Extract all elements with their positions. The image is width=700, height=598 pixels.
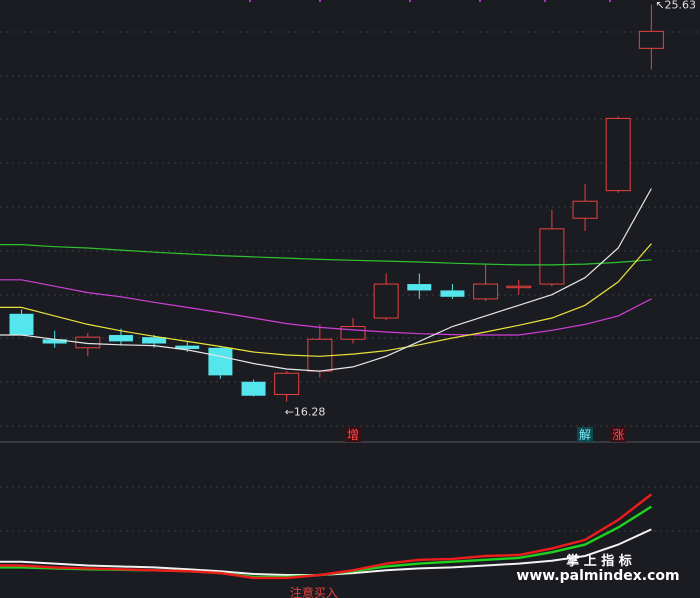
- candle: [473, 264, 499, 302]
- signal-marker-text: 解: [579, 428, 591, 442]
- grid-lines: [0, 0, 700, 532]
- candle: [572, 184, 598, 231]
- ma-yellow-line: [0, 243, 652, 357]
- candle: [75, 332, 101, 357]
- candle: [605, 116, 631, 193]
- signal-marker-bg: [345, 427, 361, 442]
- candle-body: [506, 285, 532, 289]
- candle: [42, 330, 67, 348]
- signal-marker-bg: [610, 427, 627, 442]
- candle: [241, 379, 266, 397]
- watermark-url: www.palmindex.com: [516, 568, 679, 584]
- candle-body: [572, 200, 598, 219]
- candle-body: [473, 283, 499, 300]
- price-labels: ↖25.63 ←16.28: [285, 0, 696, 419]
- signal-marker-text: 增: [347, 428, 359, 442]
- candle-body: [108, 335, 133, 342]
- ma-green-line: [0, 244, 652, 266]
- signal-marker-bg: [577, 427, 594, 442]
- candle: [638, 4, 664, 70]
- signal-marker: 涨: [610, 427, 627, 442]
- candle-body: [373, 283, 399, 319]
- signal-marker: 增: [345, 427, 361, 442]
- low-price-label: ←16.28: [285, 406, 326, 419]
- high-price-label: ↖25.63: [655, 0, 696, 12]
- candle-body: [142, 337, 167, 344]
- signal-marker: 解: [577, 427, 594, 442]
- candle-body: [440, 290, 465, 297]
- signal-marker-text: 涨: [612, 427, 624, 442]
- candle-body: [42, 339, 67, 344]
- watermark: 掌 上 指 标 www.palmindex.com: [516, 553, 679, 584]
- candle-body: [175, 345, 200, 350]
- candle-body: [638, 30, 664, 49]
- candle: [373, 273, 399, 321]
- signal-markers: 增解涨: [345, 427, 627, 442]
- candle-body: [241, 381, 266, 396]
- watermark-title: 掌 上 指 标: [566, 553, 632, 569]
- candle-body: [605, 117, 631, 192]
- candle-body: [274, 372, 300, 395]
- indicator-signal-label: 注意买入: [290, 585, 338, 598]
- candle: [407, 273, 432, 299]
- candle: [506, 279, 532, 295]
- candle-body: [340, 326, 366, 340]
- candles: [9, 4, 664, 402]
- indicator-red-line: [0, 493, 653, 580]
- candle-body: [539, 228, 565, 285]
- candle: [440, 284, 465, 299]
- candle-body: [9, 313, 34, 336]
- indicator-panel: 注意买入: [0, 493, 653, 598]
- candle-body: [407, 284, 432, 291]
- candle: [9, 309, 34, 336]
- candle: [274, 371, 300, 402]
- candle: [539, 209, 565, 287]
- candle-body: [208, 347, 233, 376]
- moving-averages: [0, 188, 652, 372]
- ma-white-line: [0, 188, 652, 372]
- candle: [208, 346, 233, 379]
- ma-magenta-line: [0, 279, 652, 336]
